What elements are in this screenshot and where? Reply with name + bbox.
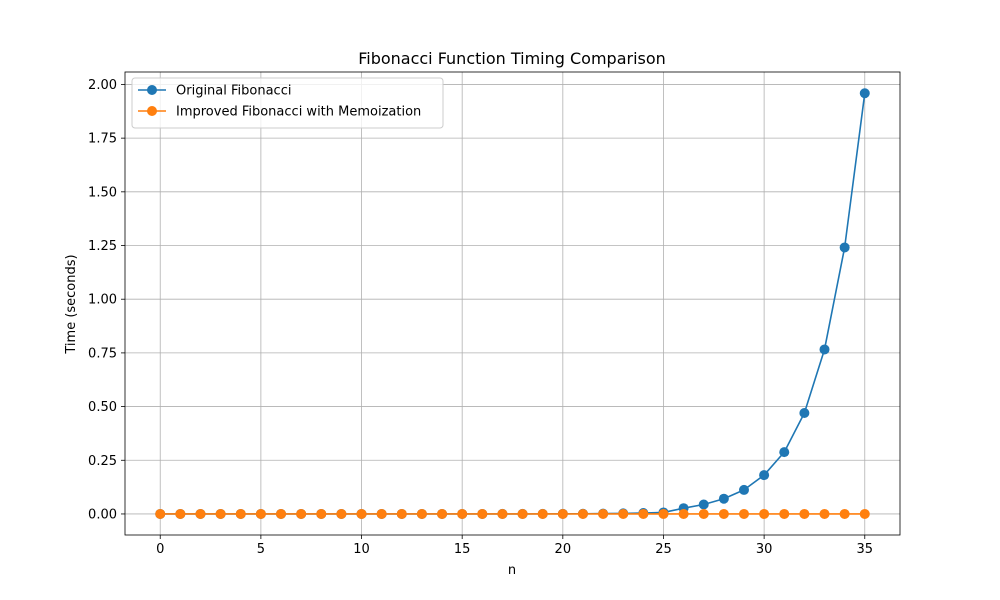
legend-label: Improved Fibonacci with Memoization — [176, 105, 421, 120]
data-point — [537, 508, 548, 519]
data-point — [819, 508, 830, 519]
x-tick-label: 35 — [856, 542, 873, 557]
data-point — [316, 508, 327, 519]
data-point — [738, 484, 749, 495]
data-point — [336, 508, 347, 519]
y-tick-label: 0.25 — [88, 454, 117, 469]
data-point — [759, 470, 770, 481]
data-point — [678, 508, 689, 519]
data-point — [416, 508, 427, 519]
data-point — [718, 493, 729, 504]
data-point — [859, 88, 870, 99]
data-point — [577, 508, 588, 519]
data-point — [276, 508, 287, 519]
data-point — [195, 508, 206, 519]
data-point — [155, 508, 166, 519]
y-tick-label: 0.50 — [88, 400, 117, 415]
data-point — [839, 242, 850, 253]
data-point — [799, 408, 810, 419]
data-point — [255, 508, 266, 519]
data-point — [437, 508, 448, 519]
y-tick-label: 2.00 — [88, 78, 117, 93]
data-point — [376, 508, 387, 519]
data-point — [859, 508, 870, 519]
data-point — [175, 508, 186, 519]
y-tick-label: 0.00 — [88, 507, 117, 522]
data-point — [779, 447, 790, 458]
series-memoized-fibonacci — [155, 508, 870, 519]
legend-entry: Original Fibonacci — [138, 84, 291, 99]
data-point — [356, 508, 367, 519]
x-tick-label: 5 — [257, 542, 265, 557]
data-point — [658, 508, 669, 519]
y-axis: 0.00 0.25 0.50 0.75 1.00 1.25 1.50 1.75 2.00 — [88, 78, 125, 522]
data-point — [457, 508, 468, 519]
data-point — [235, 508, 246, 519]
data-point — [638, 508, 649, 519]
y-tick-label: 1.00 — [88, 293, 117, 308]
chart-title: Fibonacci Function Timing Comparison — [358, 49, 666, 68]
data-point — [396, 508, 407, 519]
data-point — [698, 499, 709, 510]
x-tick-label: 10 — [353, 542, 370, 557]
legend-marker — [147, 106, 157, 116]
y-tick-label: 0.75 — [88, 346, 117, 361]
plot-frame — [124, 71, 901, 536]
data-point — [738, 508, 749, 519]
x-tick-label: 15 — [454, 542, 471, 557]
data-point — [819, 344, 830, 355]
x-axis-label: n — [508, 563, 516, 578]
data-point — [799, 508, 810, 519]
data-point — [718, 508, 729, 519]
legend: Original Fibonacci Improved Fibonacci wit… — [131, 77, 444, 129]
legend-entry: Improved Fibonacci with Memoization — [138, 105, 421, 120]
x-axis: 0 5 10 15 20 25 30 35 — [156, 535, 873, 557]
y-axis-label: Time (seconds) — [64, 254, 79, 354]
legend-box — [131, 77, 444, 129]
data-point — [477, 508, 488, 519]
data-point — [557, 508, 568, 519]
data-point — [215, 508, 226, 519]
x-tick-label: 25 — [655, 542, 672, 557]
data-point — [517, 508, 528, 519]
y-tick-label: 1.50 — [88, 185, 117, 200]
data-point — [698, 508, 709, 519]
data-point — [296, 508, 307, 519]
x-tick-label: 0 — [156, 542, 164, 557]
data-point — [839, 508, 850, 519]
y-tick-label: 1.25 — [88, 239, 117, 254]
data-point — [618, 508, 629, 519]
legend-label: Original Fibonacci — [176, 84, 291, 99]
legend-marker — [147, 85, 157, 95]
data-point — [759, 508, 770, 519]
x-tick-label: 20 — [555, 542, 572, 557]
data-point — [779, 508, 790, 519]
x-tick-label: 30 — [756, 542, 773, 557]
data-point — [598, 508, 609, 519]
y-tick-label: 1.75 — [88, 132, 117, 147]
data-point — [497, 508, 508, 519]
series-layer — [155, 88, 870, 519]
